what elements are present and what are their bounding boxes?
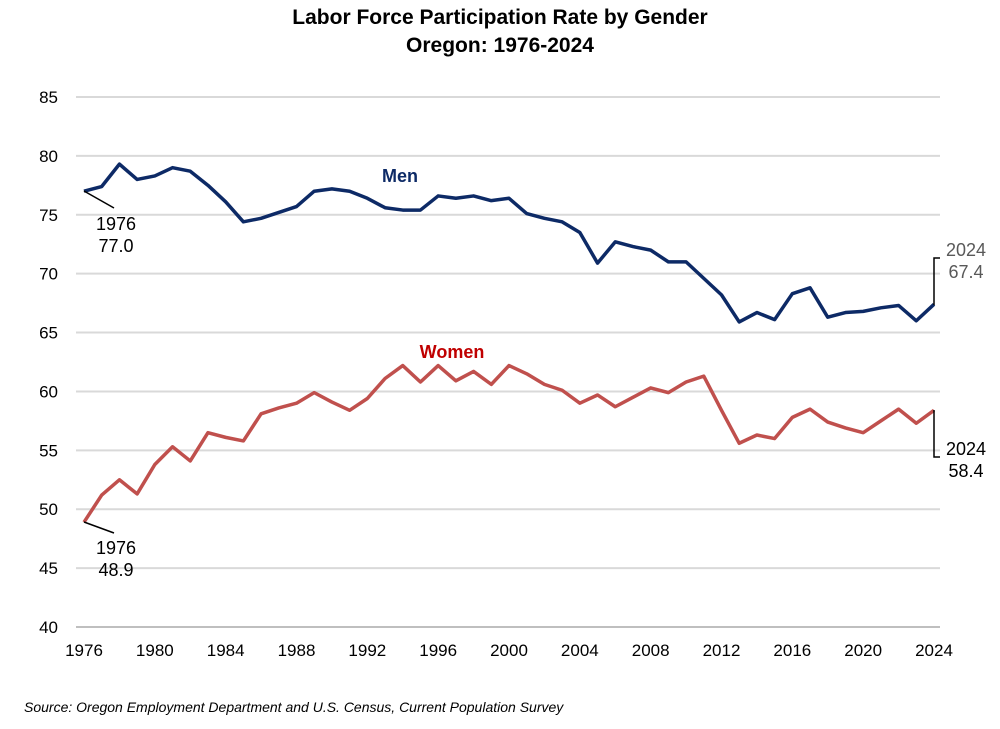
x-tick-label: 2016 [773,641,811,660]
women-end-value: 58.4 [948,461,983,481]
x-tick-label: 1984 [207,641,245,660]
x-tick-label: 2000 [490,641,528,660]
y-tick-label: 55 [39,441,58,460]
series-line-women [84,366,934,523]
x-tick-label: 2004 [561,641,599,660]
y-tick-label: 50 [39,500,58,519]
chart-subtitle: Oregon: 1976-2024 [406,34,594,57]
women-start-year: 1976 [96,538,136,558]
x-tick-label: 2008 [632,641,670,660]
x-tick-label: 1980 [136,641,174,660]
y-tick-label: 60 [39,382,58,401]
x-tick-label: 1992 [348,641,386,660]
y-tick-label: 70 [39,265,58,284]
series-line-men [84,164,934,322]
y-tick-label: 40 [39,618,58,637]
source-note: Source: Oregon Employment Department and… [24,699,564,715]
men-end-leader [934,258,940,305]
men-end-year: 2024 [946,240,986,260]
legend-men: Men [382,166,418,186]
x-tick-label: 1976 [65,641,103,660]
men-start-value: 77.0 [98,236,133,256]
y-tick-label: 85 [39,88,58,107]
x-tick-label: 2024 [915,641,953,660]
women-start-value: 48.9 [98,560,133,580]
men-end-value: 67.4 [948,262,983,282]
y-tick-label: 65 [39,324,58,343]
y-tick-label: 45 [39,559,58,578]
legend-women: Women [420,342,485,362]
x-tick-label: 1988 [278,641,316,660]
women-end-year: 2024 [946,439,986,459]
x-tick-label: 2020 [844,641,882,660]
women-start-leader [84,522,114,533]
x-tick-label: 2012 [703,641,741,660]
men-start-year: 1976 [96,214,136,234]
chart-title: Labor Force Participation Rate by Gender [292,6,707,29]
x-tick-label: 1996 [419,641,457,660]
y-tick-label: 80 [39,147,58,166]
y-tick-label: 75 [39,206,58,225]
men-start-leader [84,191,114,208]
